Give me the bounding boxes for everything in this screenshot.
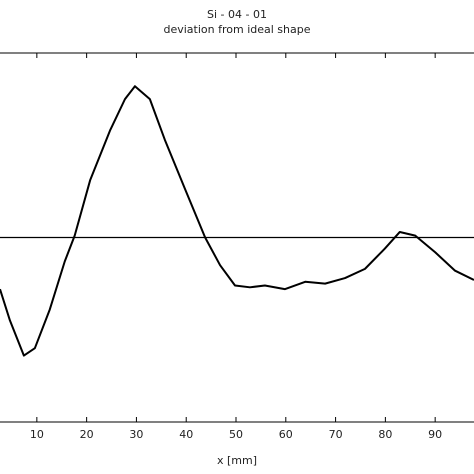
x-tick-label: 50 (229, 428, 243, 441)
x-axis-label: x [mm] (217, 454, 257, 467)
x-tick-label: 70 (329, 428, 343, 441)
plot-frame (0, 52, 474, 423)
x-tick-label: 10 (30, 428, 44, 441)
chart-subtitle: deviation from ideal shape (163, 23, 310, 36)
x-tick-label: 60 (279, 428, 293, 441)
x-tick-label: 40 (179, 428, 193, 441)
chart-title: Si - 04 - 01 (207, 8, 267, 21)
x-tick-label: 80 (378, 428, 392, 441)
x-tick-label: 20 (80, 428, 94, 441)
data-line (0, 85, 474, 357)
x-tick-label: 90 (428, 428, 442, 441)
x-tick-label: 30 (129, 428, 143, 441)
